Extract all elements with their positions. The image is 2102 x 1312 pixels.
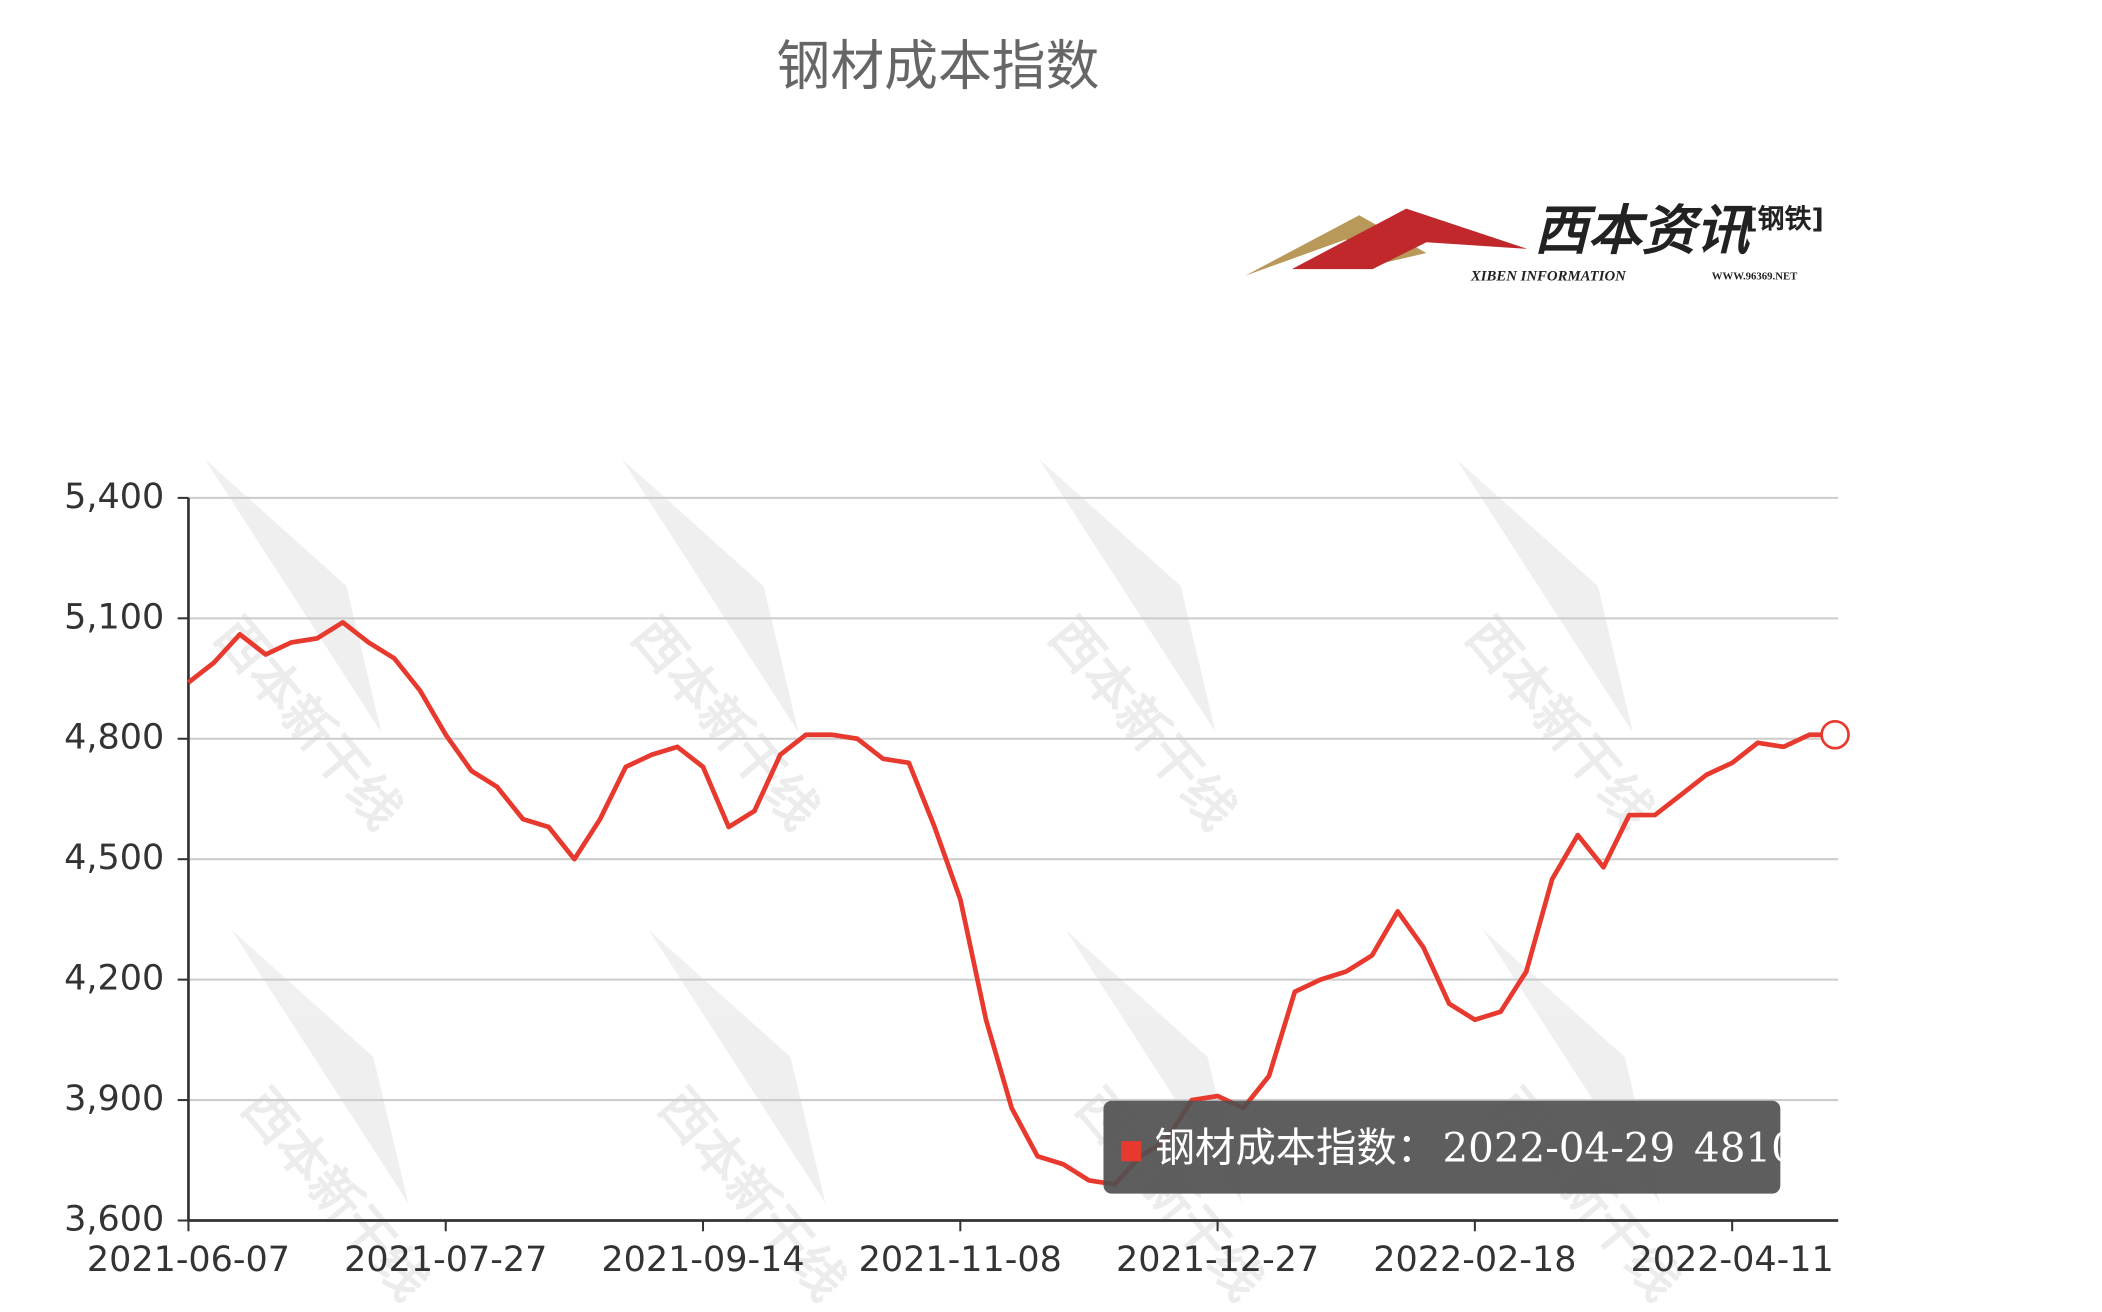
series-line (186, 620, 1836, 1187)
watermark-shape (1456, 458, 1633, 733)
x-tick-label: 2022-04-11 (1631, 1240, 1834, 1280)
logo-url: WWW.96369.NET (1712, 271, 1798, 283)
watermark: 西本新干线 (1037, 458, 1247, 841)
plot: 3,600 3,900 4,200 4,500 4,800 5,100 5,400 2021-… (64, 477, 1850, 1280)
tooltip-marker (1120, 1141, 1142, 1162)
watermark: 西本新干线 (620, 458, 830, 841)
tooltip: 钢材成本指数： 2022-04-29 4810 (1103, 1100, 1797, 1194)
tooltip-box (1103, 1100, 1781, 1194)
tooltip-date: 2022-04-29 (1443, 1124, 1676, 1171)
x-tick-label: 2021-09-14 (601, 1240, 804, 1280)
x-tick-label: 2021-12-27 (1116, 1240, 1319, 1280)
chart-title: 钢材成本指数 (777, 35, 1100, 98)
watermark: 西本新干线 (1454, 458, 1664, 841)
y-tick-label: 4,800 (64, 718, 164, 758)
logo: 西本资讯 [钢铁] XIBEN INFORMATION WWW.96369.NE… (1244, 199, 1824, 285)
y-tick-label: 3,600 (64, 1199, 164, 1239)
y-tick-label: 4,200 (64, 959, 164, 999)
watermark-shape (1039, 458, 1216, 733)
logo-english: XIBEN INFORMATION (1470, 269, 1627, 285)
y-tick-label: 5,400 (64, 477, 164, 517)
x-tick-label: 2021-06-07 (87, 1240, 290, 1280)
highlight-point (1820, 719, 1850, 750)
watermark-text: 西本新干线 (1454, 607, 1664, 841)
y-tick-label: 4,500 (64, 838, 164, 878)
x-tick-label: 2021-11-08 (859, 1240, 1062, 1280)
logo-name: 西本资讯 (1534, 199, 1753, 262)
x-tick-label: 2022-02-18 (1373, 1240, 1576, 1280)
logo-mountain (1291, 208, 1528, 270)
y-tick-label: 5,100 (64, 597, 164, 637)
watermark-text: 西本新干线 (620, 607, 830, 841)
logo-tag: [钢铁] (1745, 204, 1823, 235)
x-tick-label: 2021-07-27 (344, 1240, 547, 1280)
tooltip-label: 钢材成本指数： (1155, 1125, 1438, 1172)
watermark-text: 西本新干线 (1037, 607, 1247, 841)
tooltip-value: 4810 (1694, 1124, 1797, 1171)
tooltip-text: 钢材成本指数： 2022-04-29 4810 (1155, 1124, 1797, 1172)
y-tick-label: 3,900 (64, 1079, 164, 1119)
